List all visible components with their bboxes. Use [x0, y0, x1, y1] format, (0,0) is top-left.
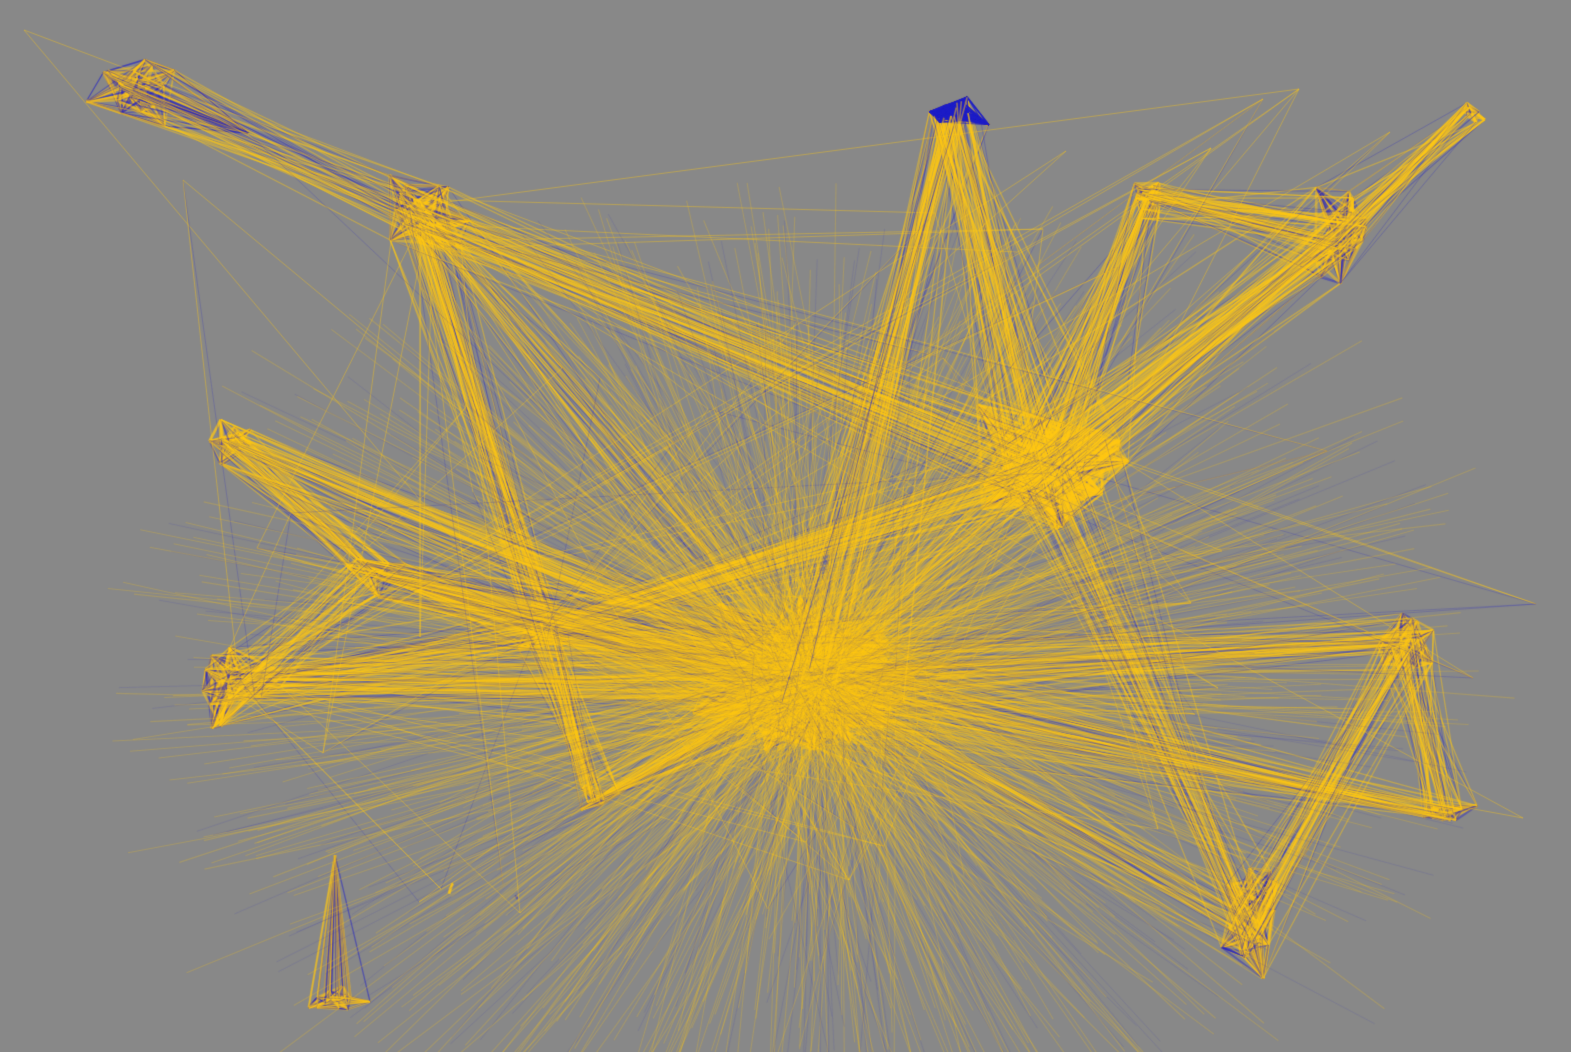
graph-canvas-container: Network Graph Visualization	[0, 0, 1571, 1052]
network-graph-canvas	[0, 0, 1571, 1052]
